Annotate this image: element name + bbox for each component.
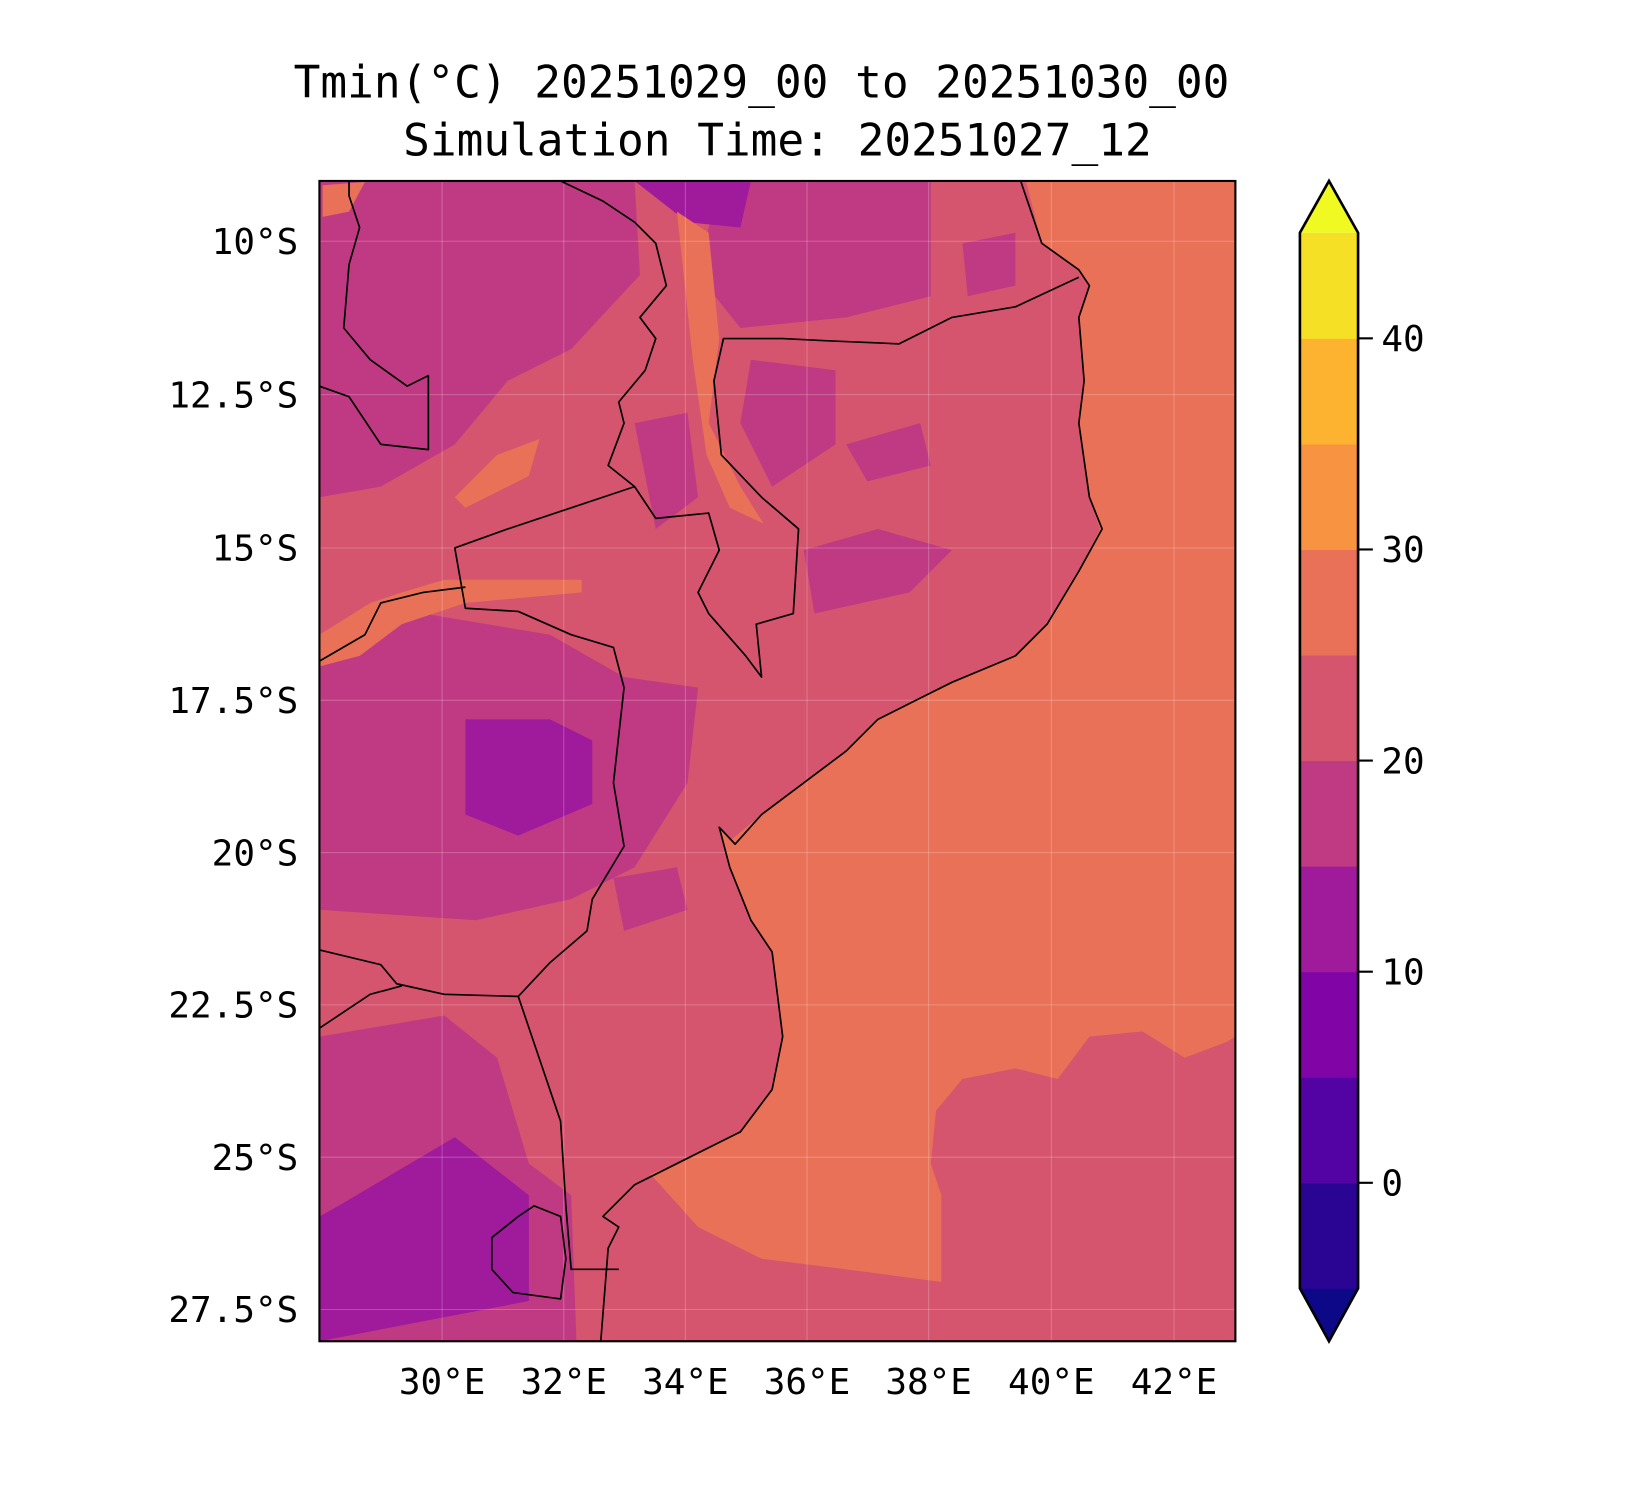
colorbar-extend-min bbox=[1299, 1288, 1359, 1342]
colorbar-bin bbox=[1299, 971, 1359, 1078]
colorbar: 0 10 20 30 40 bbox=[1298, 178, 1425, 1344]
lat-tick: 25°S bbox=[212, 1138, 299, 1179]
colorbar-tick-label: 0 bbox=[1381, 1164, 1403, 1205]
colorbar-bin bbox=[1299, 1077, 1359, 1184]
lat-tick: 17.5°S bbox=[168, 681, 298, 722]
colorbar-extend-max bbox=[1299, 180, 1359, 233]
field-10-15 bbox=[319, 180, 751, 1342]
lat-tick: 20°S bbox=[212, 833, 299, 874]
lon-tick: 38°E bbox=[885, 1362, 972, 1403]
lon-tick: 36°E bbox=[764, 1362, 851, 1403]
colorbar-tick-label: 10 bbox=[1381, 952, 1424, 993]
colorbar-bin bbox=[1299, 760, 1359, 867]
colorbar-bin bbox=[1299, 338, 1359, 445]
lon-tick: 42°E bbox=[1131, 1362, 1218, 1403]
field-25-30-ocean bbox=[650, 180, 1236, 1283]
title-line-2: Simulation Time: 20251027_12 bbox=[403, 116, 1152, 167]
lat-tick: 12.5°S bbox=[168, 375, 298, 416]
lat-tick: 10°S bbox=[212, 222, 299, 263]
lon-tick-labels: 30°E 32°E 34°E 36°E 38°E 40°E 42°E bbox=[399, 1362, 1218, 1403]
colorbar-bin bbox=[1299, 232, 1359, 339]
lat-tick-labels: 10°S 12.5°S 15°S 17.5°S 20°S 22.5°S 25°S… bbox=[168, 222, 298, 1331]
colorbar-outline bbox=[1298, 178, 1360, 1344]
map-area bbox=[319, 180, 1236, 1342]
colorbar-tick-label: 20 bbox=[1381, 741, 1424, 782]
map-frame bbox=[318, 179, 1237, 1343]
colorbar-bin bbox=[1299, 1182, 1359, 1289]
lon-tick: 32°E bbox=[520, 1362, 607, 1403]
colorbar-tick-label: 40 bbox=[1381, 319, 1424, 360]
lat-tick: 22.5°S bbox=[168, 986, 298, 1027]
colorbar-bin bbox=[1299, 443, 1359, 550]
colorbar-bin bbox=[1299, 866, 1359, 973]
lon-tick: 34°E bbox=[642, 1362, 729, 1403]
lat-tick: 27.5°S bbox=[168, 1290, 298, 1331]
colorbar-bin bbox=[1299, 549, 1359, 656]
title-line-1: Tmin(°C) 20251029_00 to 20251030_00 bbox=[294, 57, 1230, 108]
lon-tick: 30°E bbox=[399, 1362, 486, 1403]
lat-tick: 15°S bbox=[212, 529, 299, 570]
borders-and-coastline bbox=[319, 180, 1103, 1342]
colorbar-bin bbox=[1299, 655, 1359, 762]
lon-tick: 40°E bbox=[1008, 1362, 1095, 1403]
gridlines bbox=[319, 180, 1236, 1342]
colorbar-tick-label: 30 bbox=[1381, 530, 1424, 571]
